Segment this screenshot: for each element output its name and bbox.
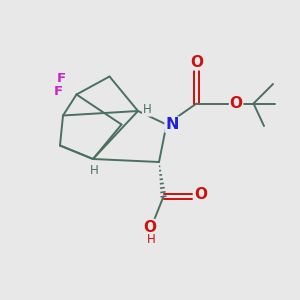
- Text: H: H: [146, 232, 155, 246]
- Text: O: O: [194, 187, 207, 202]
- Text: O: O: [230, 96, 243, 111]
- Text: O: O: [190, 55, 203, 70]
- Text: F: F: [53, 85, 62, 98]
- Text: H: H: [90, 164, 99, 177]
- Text: N: N: [165, 117, 178, 132]
- Text: H: H: [142, 103, 152, 116]
- Text: F: F: [56, 71, 65, 85]
- Text: O: O: [143, 220, 157, 235]
